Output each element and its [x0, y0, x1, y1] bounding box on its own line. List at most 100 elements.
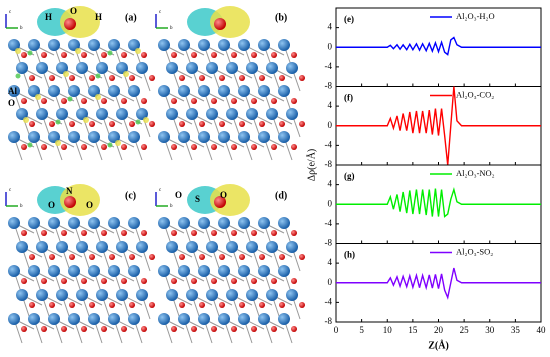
al-atom: [166, 108, 178, 120]
o-atom: [109, 75, 115, 81]
o-atom: [61, 278, 67, 284]
al-atom: [68, 85, 80, 97]
o-atom: [179, 121, 185, 127]
o-atom: [231, 144, 237, 150]
o-atom: [69, 75, 75, 81]
al-atom: [278, 265, 290, 277]
o-atom: [129, 121, 135, 127]
y-tick-label: -8: [325, 316, 333, 326]
o-atom: [191, 278, 197, 284]
al-atom: [56, 241, 68, 253]
al-atom: [186, 289, 198, 301]
al-atom: [218, 85, 230, 97]
al-atom: [36, 241, 48, 253]
al-atom: [68, 265, 80, 277]
isosurface: [23, 117, 29, 123]
al-atom: [278, 131, 290, 143]
isosurface: [135, 119, 141, 125]
o-atom: [279, 75, 285, 81]
al-atom: [48, 265, 60, 277]
atom-label: O: [48, 200, 55, 210]
al-atom: [48, 217, 60, 229]
al-atom: [128, 265, 140, 277]
o-atom: [89, 254, 95, 260]
y-tick-label: 0: [328, 120, 333, 130]
o-atom: [191, 326, 197, 332]
o-atom: [81, 98, 87, 104]
o-atom: [271, 326, 277, 332]
o-atom: [21, 326, 27, 332]
panel-label: (c): [125, 190, 136, 201]
o-atom: [251, 98, 257, 104]
o-atom: [109, 254, 115, 260]
al-atom: [186, 241, 198, 253]
o-atom: [49, 121, 55, 127]
o-atom: [231, 52, 237, 58]
charts: -8 -4 0 4 (e) Al₂O₃-H₂O -8 -4 0 4 (f) Al₂O₃-CO₂ -8 -4…: [305, 7, 546, 351]
o-atom: [259, 121, 265, 127]
o-atom: [211, 326, 217, 332]
o-atom: [149, 302, 155, 308]
molecule-atom: [214, 196, 226, 208]
o-atom: [271, 144, 277, 150]
atom-label: O: [86, 200, 93, 210]
o-atom: [41, 326, 47, 332]
al-atom: [158, 85, 170, 97]
o-atom: [149, 254, 155, 260]
isosurface: [27, 50, 33, 56]
data-line: [336, 186, 541, 218]
o-atom: [81, 230, 87, 236]
o-atom: [171, 230, 177, 236]
o-atom: [141, 326, 147, 332]
o-atom: [171, 326, 177, 332]
o-atom: [279, 254, 285, 260]
o-atom: [171, 278, 177, 284]
al-atom: [158, 39, 170, 51]
al-atom: [48, 39, 60, 51]
o-atom: [149, 121, 155, 127]
isosurface: [63, 71, 69, 77]
al-atom: [266, 289, 278, 301]
al-atom: [116, 289, 128, 301]
x-tick-label: 0: [334, 325, 339, 335]
o-atom: [191, 144, 197, 150]
isosurface: [75, 48, 81, 54]
al-atom: [246, 62, 258, 74]
panel-label: (h): [344, 250, 355, 260]
al-atom: [238, 131, 250, 143]
o-atom: [271, 230, 277, 236]
y-tick-label: 4: [328, 22, 333, 32]
o-atom: [109, 121, 115, 127]
al-atom: [36, 108, 48, 120]
al-atom: [136, 241, 148, 253]
o-atom: [259, 75, 265, 81]
axis-letter: b: [170, 204, 173, 209]
o-atom: [251, 230, 257, 236]
al-atom: [108, 217, 120, 229]
molecule-atom: [64, 196, 76, 208]
al-atom: [246, 241, 258, 253]
y-tick-label: 4: [328, 179, 333, 189]
isosurface: [15, 48, 21, 54]
o-atom: [191, 230, 197, 236]
isosurface: [35, 94, 41, 100]
isosurface: [143, 117, 149, 123]
axis-letter: c: [159, 10, 162, 15]
o-atom: [121, 52, 127, 58]
al-atom: [238, 85, 250, 97]
al-atom: [88, 39, 100, 51]
al-atom: [246, 108, 258, 120]
al-atom: [28, 39, 40, 51]
molecule-atom: [214, 18, 226, 30]
isosurface: [55, 140, 61, 146]
o-atom: [41, 278, 47, 284]
o-atom: [279, 302, 285, 308]
o-atom: [49, 302, 55, 308]
y-tick-label: -4: [325, 139, 333, 149]
o-atom: [29, 302, 35, 308]
al-atom: [96, 108, 108, 120]
atom-label: N: [66, 186, 73, 196]
o-atom: [219, 302, 225, 308]
panel-label: (g): [344, 171, 355, 181]
